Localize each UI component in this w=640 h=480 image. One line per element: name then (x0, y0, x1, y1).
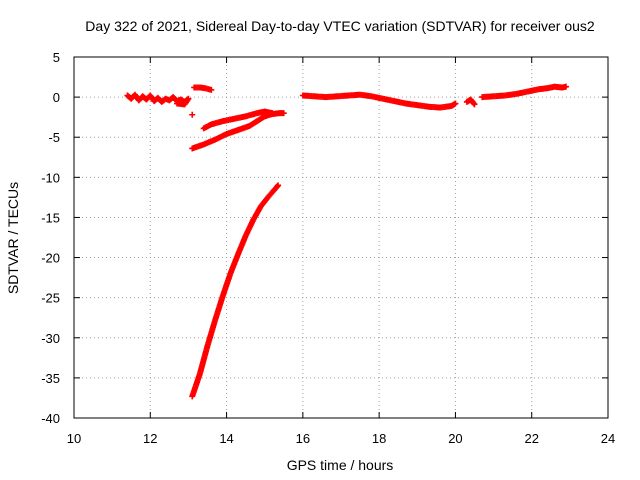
series-segment-short-high (191, 84, 215, 93)
x-tick-label: 14 (219, 431, 233, 446)
x-tick-label: 18 (372, 431, 386, 446)
plot-area (124, 83, 570, 400)
plot-frame (73, 56, 609, 419)
x-axis-label: GPS time / hours (287, 457, 394, 473)
data-point (471, 101, 478, 108)
y-tick-label: -25 (41, 291, 60, 306)
y-tick-label: -5 (48, 130, 60, 145)
ticks: 10 12 14 16 18 20 22 24 5 0 -5 -10 -15 -20 -25 -30 -35 -4… (41, 50, 615, 446)
data-point (280, 110, 287, 117)
axes (73, 56, 609, 419)
y-tick-label: -30 (41, 331, 60, 346)
grid (74, 57, 608, 418)
y-tick-label: -20 (41, 251, 60, 266)
series-segment-mid-lower (189, 110, 287, 152)
y-axis-label: SDTVAR / TECUs (5, 182, 21, 294)
series-segment-steep (189, 182, 282, 400)
series-segment-late (299, 91, 459, 111)
series-segment-end (479, 83, 570, 101)
series-segment-early-cluster (124, 91, 192, 108)
y-tick-label: -10 (41, 170, 60, 185)
x-tick-label: 10 (67, 431, 81, 446)
x-tick-label: 22 (524, 431, 538, 446)
y-tick-label: -15 (41, 210, 60, 225)
y-tick-label: 5 (53, 50, 60, 65)
chart-title: Day 322 of 2021, Sidereal Day-to-day VTE… (85, 18, 595, 34)
data-point (452, 100, 459, 107)
y-tick-label: -35 (41, 371, 60, 386)
x-tick-label: 12 (143, 431, 157, 446)
data-point (173, 100, 180, 107)
data-point (563, 83, 570, 90)
y-tick-label: 0 (53, 90, 60, 105)
data-point (275, 182, 282, 189)
series-segment-late-gap (463, 96, 478, 108)
series-segment-early-dip (189, 111, 196, 118)
x-tick-label: 16 (296, 431, 310, 446)
data-point (189, 111, 196, 118)
data-point (208, 86, 215, 93)
x-tick-label: 20 (448, 431, 462, 446)
x-tick-label: 24 (601, 431, 615, 446)
y-tick-label: -40 (41, 411, 60, 426)
